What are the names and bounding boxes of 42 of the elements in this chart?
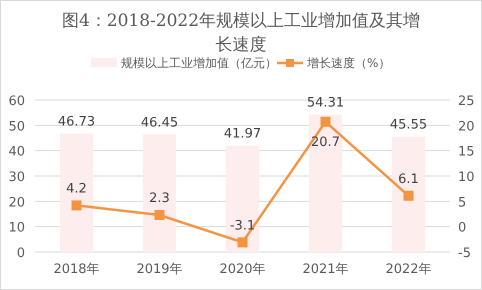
y2-tick-label: 25 — [458, 94, 475, 109]
legend-label: 增长速度（%） — [306, 56, 390, 70]
bar — [226, 146, 260, 252]
bar — [142, 134, 176, 252]
data-label: 46.45 — [140, 115, 178, 130]
data-label: 4.2 — [66, 181, 87, 196]
y2-tick-label: 15 — [458, 144, 475, 160]
y-tick-label: 30 — [8, 170, 25, 185]
bar — [60, 134, 94, 252]
data-label: -3.1 — [230, 218, 256, 234]
point — [154, 210, 164, 220]
y-tick-label: 10 — [8, 220, 25, 236]
bar — [308, 114, 342, 252]
point — [404, 190, 414, 201]
y2-tick-label: 20 — [458, 119, 475, 134]
x-tick-label: 2020年 — [219, 262, 266, 277]
point — [320, 116, 330, 127]
chart-title: 图4：2018-2022年规模以上工业增加值及其增长速度 — [62, 11, 420, 55]
data-label: 46.73 — [58, 114, 96, 130]
y-tick-label: 20 — [8, 195, 25, 210]
data-label: 6.1 — [398, 172, 419, 187]
legend-label: 规模以上工业增加值（亿元） — [121, 56, 277, 70]
y2-tick-label: -5 — [458, 246, 471, 261]
data-label: 20.7 — [311, 134, 340, 150]
y-tick-label: 60 — [8, 94, 25, 109]
y-tick-label: 50 — [8, 119, 25, 134]
x-tick-label: 2018年 — [53, 262, 100, 277]
x-tick-label: 2021年 — [302, 262, 349, 277]
data-label: 45.55 — [390, 118, 428, 133]
y2-tick-label: 0 — [458, 220, 466, 236]
x-tick-label: 2022年 — [385, 262, 432, 277]
y2-tick-label: 5 — [458, 195, 466, 210]
x-tick-label: 2019年 — [136, 262, 183, 277]
y-tick-label: 0 — [16, 246, 25, 261]
y-tick-label: 40 — [8, 144, 25, 160]
point — [238, 237, 248, 248]
point — [72, 200, 82, 210]
data-label: 2.3 — [149, 191, 170, 206]
data-label: 41.97 — [224, 126, 262, 142]
data-label: 54.31 — [306, 95, 344, 110]
y2-tick-label: 10 — [458, 170, 475, 185]
bar — [392, 136, 426, 252]
